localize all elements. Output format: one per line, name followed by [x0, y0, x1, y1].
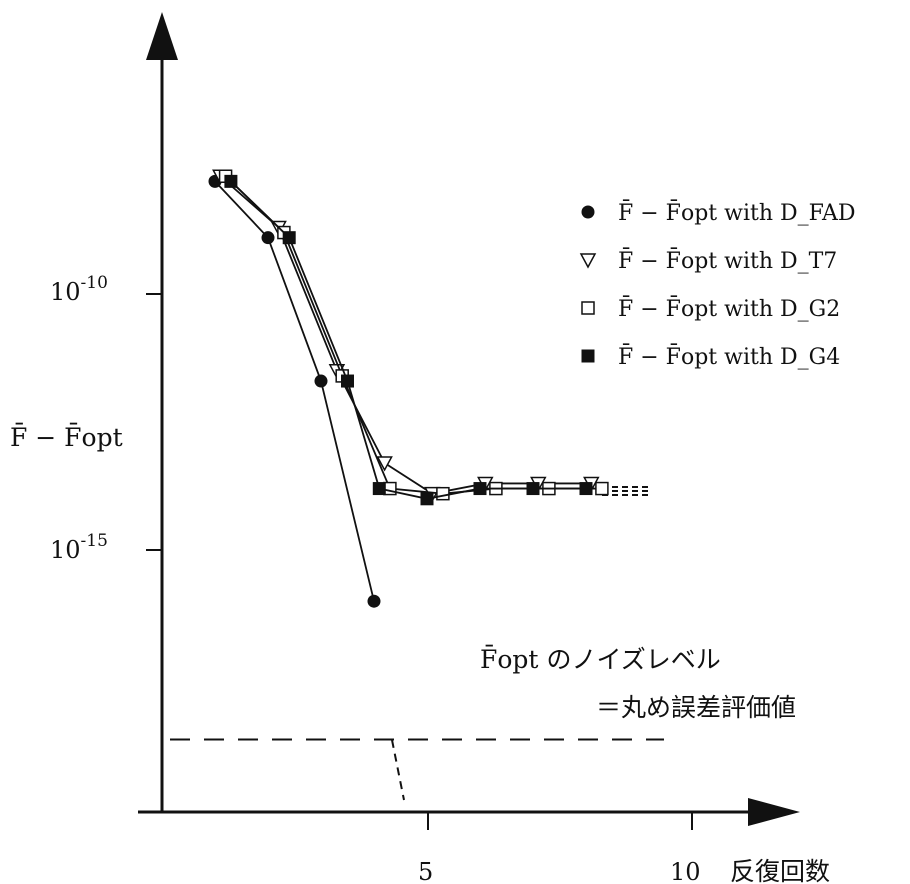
series-3-point-5	[473, 482, 487, 496]
legend-marker-0	[581, 205, 595, 219]
y-axis-label: F̄ − F̄opt	[10, 423, 123, 452]
y-axis-arrowhead	[146, 12, 178, 60]
x-axis-arrowhead	[748, 798, 800, 826]
series-3-point-4	[420, 492, 434, 506]
noise-annotation: F̄opt のノイズレベル ＝丸め誤差評価値	[480, 645, 796, 722]
series-line-3	[230, 180, 586, 500]
noise-annotation-line1: F̄opt のノイズレベル	[480, 645, 721, 674]
legend-marker-3	[581, 349, 595, 363]
legend: F̄ − F̄opt with D_FAD F̄ − F̄opt with D_T…	[579, 199, 856, 370]
series-line-0	[214, 180, 375, 602]
y-ticks	[146, 293, 162, 551]
x-tick-label-5: 5	[418, 858, 433, 884]
y-tick-label-minus10: 10-10	[50, 273, 108, 306]
series-3-point-7	[579, 482, 593, 496]
legend-label-2: F̄ − F̄opt with D_G2	[618, 295, 840, 322]
fad-extrapolation-line	[391, 739, 405, 801]
x-axis-label: 反復回数	[730, 857, 830, 884]
y-tick-label-minus15: 10-15	[50, 531, 108, 564]
legend-marker-2	[581, 301, 595, 315]
legend-label-3: F̄ − F̄opt with D_G4	[618, 343, 840, 370]
legend-label-1: F̄ − F̄opt with D_T7	[618, 247, 837, 274]
x-tick-label-10: 10	[670, 858, 701, 884]
x-ticks	[427, 812, 693, 830]
legend-label-0: F̄ − F̄opt with D_FAD	[618, 199, 856, 226]
series-1-point-3	[376, 456, 393, 472]
series-3-point-3	[372, 482, 386, 496]
series-0-point-3	[367, 594, 381, 608]
y-axis	[146, 12, 178, 812]
series-2-point-7	[595, 481, 609, 496]
series-layer	[208, 169, 609, 608]
series-3-point-2	[341, 374, 354, 388]
series-3-point-1	[282, 231, 296, 245]
series-0-point-2	[314, 374, 328, 388]
x-axis	[138, 798, 800, 826]
legend-marker-1	[579, 253, 597, 269]
noise-annotation-line2: ＝丸め誤差評価値	[596, 693, 796, 722]
series-2-point-4	[436, 486, 450, 501]
series-0-point-1	[261, 231, 275, 245]
series-3-point-0	[224, 174, 238, 188]
series-3-point-6	[526, 482, 540, 496]
